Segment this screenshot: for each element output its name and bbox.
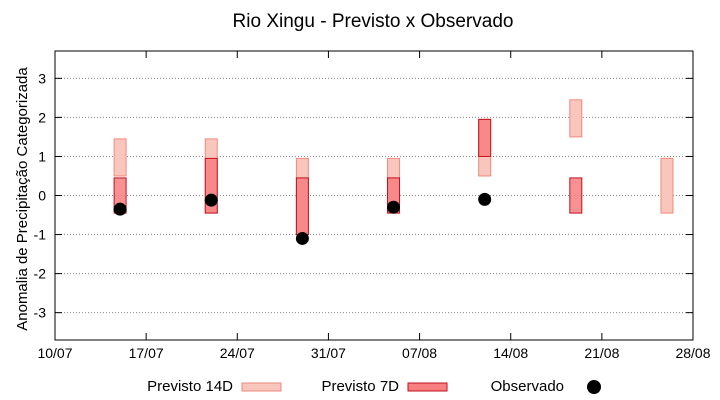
y-axis-label: Anomalia de Precipitação Categorizada [14,67,31,331]
bar-previsto-7d [295,177,309,236]
y-tick-label: 2 [38,109,46,125]
y-axis-ticks: -3 -2 -1 0 1 2 3 [34,70,693,321]
y-tick-label: -2 [34,266,47,282]
legend-swatch-previsto-14d [241,382,282,392]
x-tick-label: 31/07 [311,345,346,361]
x-tick-label: 07/08 [402,345,437,361]
chart-title: Rio Xingu - Previsto x Observado [233,11,514,32]
bar-previsto-14d [569,99,583,138]
grid-lines [55,77,693,314]
point-observado [295,231,309,245]
legend: Previsto 14D Previsto 7D Observado [147,378,601,395]
x-tick-label: 14/08 [493,345,528,361]
x-tick-label: 24/07 [220,345,255,361]
legend-label-observado: Observado [491,378,564,395]
point-observado [113,202,127,216]
legend-marker-observado [587,380,601,394]
y-tick-label: 0 [38,188,46,204]
y-tick-label: -1 [34,227,47,243]
bar-previsto-7d [478,118,492,157]
point-observado [387,200,401,214]
legend-label-previsto-14d: Previsto 14D [147,378,233,395]
legend-label-previsto-7d: Previsto 7D [321,378,399,395]
y-tick-label: -3 [34,305,47,321]
series-previsto-14d [113,99,674,236]
x-tick-label: 21/08 [584,345,619,361]
x-tick-label: 17/07 [129,345,164,361]
bar-previsto-7d [569,177,583,214]
series-previsto-7d [113,118,583,236]
point-observado [478,192,492,206]
x-tick-label: 28/08 [675,345,710,361]
x-tick-label: 10/07 [37,345,72,361]
series-observado [113,192,492,245]
y-tick-label: 1 [38,148,46,164]
bar-previsto-14d [113,138,127,177]
x-axis-ticks: 10/07 17/07 24/07 31/07 07/08 14/08 21/08 28/08 [37,51,711,361]
point-observado [204,193,218,207]
y-tick-label: 3 [38,70,46,86]
bar-previsto-14d [660,157,674,214]
legend-swatch-previsto-7d [407,382,448,392]
